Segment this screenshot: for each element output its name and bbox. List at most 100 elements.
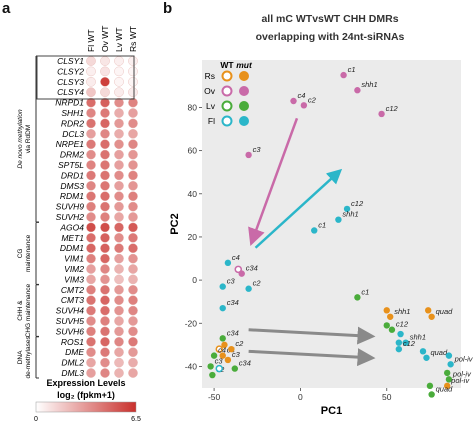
- group-label: De novo methylation via RdDM: [17, 109, 32, 169]
- point-label: c3: [227, 277, 236, 286]
- point-label: c34: [227, 298, 239, 307]
- legend-wt-symbol: [221, 100, 233, 112]
- data-point: [221, 341, 228, 349]
- heatmap-cell: [86, 336, 96, 347]
- heatmap-cell: [114, 368, 124, 378]
- data-point: [388, 326, 396, 333]
- data-point: [219, 304, 226, 312]
- heatmap-cell: [114, 347, 124, 358]
- point-label: c4: [232, 253, 240, 262]
- heatmap-cell: [100, 295, 110, 306]
- heatmap-cell: [114, 295, 124, 306]
- heatmap-cell: [114, 77, 124, 87]
- heatmap-cell: [128, 77, 138, 87]
- heatmap-cell: [86, 305, 96, 316]
- heatmap-cell: [114, 284, 124, 295]
- data-point: [238, 270, 245, 277]
- data-point: [210, 352, 218, 359]
- heatmap-cell: [100, 232, 110, 243]
- heatmap-cell: [114, 316, 124, 326]
- data-point: [447, 361, 454, 368]
- group-label-line: De novo methylation: [17, 109, 24, 169]
- heatmap-cell: [128, 118, 138, 129]
- heatmap-cell: [86, 139, 96, 149]
- legend-wt-symbol: [221, 85, 233, 97]
- heatmap-column-label: Fl WT: [86, 29, 96, 52]
- heatmap-cell: [86, 108, 96, 118]
- heatmap-cell: [128, 316, 138, 326]
- heatmap-gene-label: RDM1: [60, 191, 84, 201]
- heatmap-cell: [128, 160, 138, 170]
- group-label-line: CG: [17, 249, 24, 259]
- data-point: [354, 87, 361, 94]
- y-tick-label: 60: [188, 146, 198, 156]
- data-point: [383, 307, 390, 314]
- heatmap-cell: [100, 97, 110, 108]
- x-tick-label: 50: [382, 392, 392, 402]
- heatmap-gene-label: DRD1: [61, 170, 84, 180]
- data-point: [443, 382, 451, 390]
- data-point: [354, 294, 361, 301]
- heatmap-cell: [86, 253, 96, 264]
- heatmap-cell: [86, 56, 96, 66]
- heatmap-gene-label: CMT3: [61, 295, 84, 305]
- heatmap-cell: [114, 326, 124, 337]
- data-point: [228, 345, 235, 353]
- data-point: [335, 216, 342, 223]
- heatmap-gene-label: VIM1: [64, 254, 84, 264]
- data-point: [343, 205, 351, 213]
- data-point: [300, 102, 308, 109]
- heatmap-cell: [86, 97, 96, 108]
- pca-title: all mC WTvsWT CHH DMRs overlapping with …: [256, 13, 405, 43]
- heatmap-cell: [86, 232, 96, 243]
- heatmap-cell: [100, 108, 110, 118]
- point-label: c1: [348, 65, 356, 74]
- clsy-highlight-box: [36, 55, 135, 100]
- expression-heatmap: Fl WT Ov WT Lv WT Rs WT CLSY1CLSY2CLSY3CLSY4…: [17, 26, 138, 379]
- point-label: c12: [386, 104, 399, 113]
- heatmap-gene-label: CLSY1: [57, 56, 84, 66]
- heatmap-cell: [100, 316, 110, 326]
- tissue-legend: WT mut Rs Ov Lv Fl: [204, 60, 253, 127]
- x-tick-label: 0: [298, 392, 303, 402]
- heatmap-cell: [114, 118, 124, 129]
- heatmap-cell: [114, 243, 124, 253]
- heatmap-cell: [100, 160, 110, 170]
- heatmap-cell: [100, 305, 110, 316]
- heatmap-cell: [128, 336, 138, 347]
- heatmap-gene-label: CLSY3: [57, 77, 84, 87]
- heatmap-cell: [86, 243, 96, 253]
- heatmap-cell: [114, 56, 124, 66]
- heatmap-cell: [100, 347, 110, 358]
- legend-item-label: Fl: [208, 116, 215, 126]
- data-point: [245, 285, 252, 292]
- heatmap-cell: [100, 222, 110, 233]
- point-label: shh1: [361, 80, 377, 89]
- legend-colorbar: [35, 401, 137, 413]
- heatmap-cell: [128, 97, 138, 108]
- panel-label-a: a: [2, 0, 11, 17]
- heatmap-cell: [86, 212, 96, 222]
- heatmap-column-label: Ov WT: [100, 26, 110, 52]
- y-tick-label: 80: [188, 102, 198, 112]
- point-label: c34: [227, 328, 239, 337]
- group-label-line: CHH &: [17, 300, 24, 321]
- heatmap-cell: [86, 316, 96, 326]
- point-label: quad: [436, 384, 454, 393]
- point-label: pol-iv: [454, 354, 474, 363]
- data-point: [424, 307, 432, 314]
- heatmap-cell: [128, 149, 138, 160]
- heatmap-cell: [128, 253, 138, 264]
- point-label: quad: [430, 348, 448, 357]
- point-label: shh1: [342, 210, 358, 219]
- heatmap-cell: [100, 201, 110, 212]
- point-label: c2: [235, 339, 244, 348]
- group-label-line: maintenance: [25, 234, 32, 272]
- point-label: shh1: [410, 333, 426, 342]
- heatmap-cell: [86, 87, 96, 97]
- heatmap-cell: [86, 326, 96, 337]
- group-label-line: DNA: [17, 350, 24, 364]
- x-tick-label: -50: [208, 392, 221, 402]
- legend-mut-symbol: [239, 101, 249, 111]
- heatmap-cell: [128, 191, 138, 201]
